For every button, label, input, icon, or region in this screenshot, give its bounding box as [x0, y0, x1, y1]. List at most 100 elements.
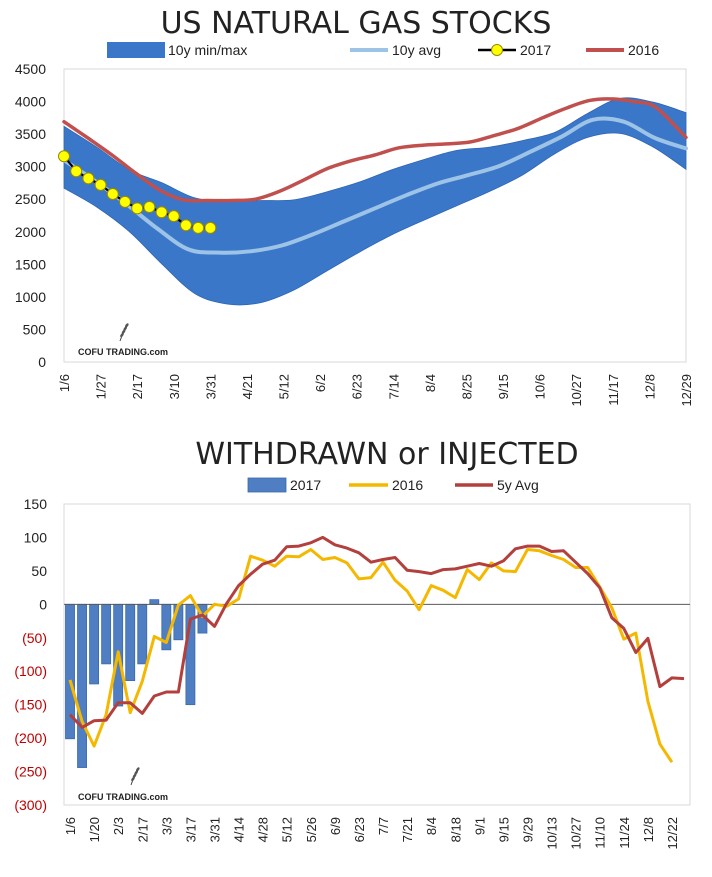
- chart1-y-tick: 2000: [15, 224, 46, 240]
- series-2017-point: [58, 150, 70, 163]
- chart1-watermark: COFU TRADING.com: [78, 347, 168, 357]
- chart1-plot-frame: [63, 68, 687, 363]
- chart1-x-tick: 7/14: [386, 374, 401, 399]
- chart2-y-tick: 100: [24, 529, 48, 545]
- wheat-grain: [136, 767, 140, 772]
- series-2017-point: [192, 221, 205, 234]
- chart1-x-tick: 6/23: [350, 374, 365, 399]
- chart1-x-tick: 12/29: [679, 374, 694, 407]
- legend-band-swatch: [107, 42, 165, 58]
- legend-2017-label: 2017: [520, 42, 551, 58]
- bar-2017: [149, 599, 160, 605]
- chart2-logo-icon: [130, 767, 140, 786]
- chart2-y-tick: 150: [24, 496, 48, 512]
- chart2-x-tick: 5/12: [280, 817, 295, 842]
- chart1-x-tick: 8/25: [459, 374, 474, 399]
- chart2-x-tick: 9/29: [520, 817, 535, 842]
- chart2-x-tick: 3/3: [159, 817, 174, 835]
- chart2-x-tick: 4/28: [256, 817, 271, 842]
- chart2-x-tick: 10/13: [545, 817, 560, 850]
- bar-2017: [137, 603, 148, 665]
- chart2-x-tick: 11/24: [617, 817, 632, 849]
- chart1-title: US NATURAL GAS STOCKS: [161, 6, 552, 41]
- chart2-x-tick: 3/31: [207, 817, 222, 842]
- wheat-grain: [120, 332, 124, 338]
- chart1-x-tick: 10/27: [569, 374, 584, 407]
- chart2-x-tick: 12/8: [641, 817, 656, 842]
- chart2-x-tick: 8/18: [448, 817, 463, 842]
- chart2-y-tick: (300): [14, 797, 47, 813]
- chart2-x-tick: 9/15: [496, 817, 511, 842]
- chart1-x-tick: 9/15: [496, 374, 511, 399]
- chart2-y-tick: 0: [39, 596, 47, 612]
- series-2017-point: [118, 195, 131, 208]
- series-2017-point: [204, 221, 217, 234]
- chart2-watermark: COFU TRADING.com: [78, 792, 168, 802]
- chart2-y-tick: (50): [22, 630, 47, 646]
- legend2-avg5-label: 5y Avg: [497, 477, 539, 493]
- chart1-x-tick: 3/31: [203, 374, 218, 399]
- legend2-2017-swatch: [247, 477, 287, 493]
- series2-avg5: [68, 535, 685, 729]
- chart1-x-tick: 6/2: [313, 374, 328, 392]
- bar-2017: [125, 603, 136, 681]
- chart1-y-tick: 3000: [15, 159, 46, 175]
- chart1-y-tick: 1500: [15, 256, 46, 272]
- chart1-logo-icon: [119, 323, 129, 342]
- wheat-grain: [123, 326, 127, 331]
- chart2-x-tick: 1/20: [87, 817, 102, 842]
- chart2-y-tick: (200): [14, 730, 47, 746]
- series-2017-point: [94, 178, 107, 191]
- chart1-y-tick: 4500: [15, 61, 46, 77]
- chart1-y-tick: 3500: [15, 126, 46, 142]
- chart2-y-tick: (250): [14, 764, 47, 780]
- legend-avg-label: 10y avg: [392, 42, 441, 58]
- wheat-grain: [121, 329, 126, 334]
- series-2017-point: [155, 206, 168, 219]
- chart2-y-tick: (150): [14, 697, 47, 713]
- wheat-grain: [132, 773, 137, 778]
- chart2-x-tick: 6/9: [328, 817, 343, 835]
- series-2017-point: [131, 202, 144, 215]
- series-10y-avg: [62, 116, 688, 255]
- chart2-plot-frame: [63, 503, 691, 806]
- chart2-x-tick: 11/10: [593, 817, 608, 849]
- series-2017-point: [82, 172, 95, 185]
- band-10y-min-max: [63, 97, 687, 306]
- series2-2016: [68, 548, 674, 764]
- chart2-x-tick: 5/26: [304, 817, 319, 842]
- chart1-x-tick: 2/17: [130, 374, 145, 399]
- legend-blank-swatch: [262, 42, 314, 58]
- legend2-2016-label: 2016: [392, 477, 423, 493]
- wheat-grain: [134, 770, 138, 775]
- chart1-y-tick: 0: [38, 354, 46, 370]
- series-2017-point: [106, 188, 119, 201]
- wheat-grain: [131, 776, 135, 782]
- chart1-x-tick: 12/8: [642, 374, 657, 399]
- chart2-x-tick: 7/7: [376, 817, 391, 835]
- chart1-x-tick: 8/4: [423, 374, 438, 392]
- chart1-y-tick: 500: [23, 321, 47, 337]
- chart2-x-tick: 6/23: [352, 817, 367, 842]
- chart2-title: WITHDRAWN or INJECTED: [195, 437, 578, 472]
- legend2-2017-label: 2017: [290, 477, 321, 493]
- series-2017-point: [143, 201, 156, 214]
- series-2016: [62, 97, 688, 203]
- chart2-x-tick: 9/1: [472, 817, 487, 835]
- bar-2017: [101, 603, 112, 665]
- chart1-x-tick: 11/17: [606, 374, 621, 406]
- chart1-x-tick: 4/21: [240, 374, 255, 399]
- chart1-x-tick: 1/27: [94, 374, 109, 399]
- chart2-x-tick: 12/22: [665, 817, 680, 850]
- legend-band-label: 10y min/max: [168, 42, 247, 58]
- chart2-x-tick: 2/3: [111, 817, 126, 835]
- chart2-x-tick: 10/27: [569, 817, 584, 850]
- chart2-x-tick: 7/21: [400, 817, 415, 842]
- bar-2017: [89, 603, 100, 685]
- series-2017-point: [70, 165, 83, 178]
- chart1-x-tick: 3/10: [167, 374, 182, 399]
- chart2-y-tick: 50: [31, 563, 47, 579]
- chart2-x-tick: 3/17: [183, 817, 198, 842]
- chart1-x-tick: 5/12: [277, 374, 292, 399]
